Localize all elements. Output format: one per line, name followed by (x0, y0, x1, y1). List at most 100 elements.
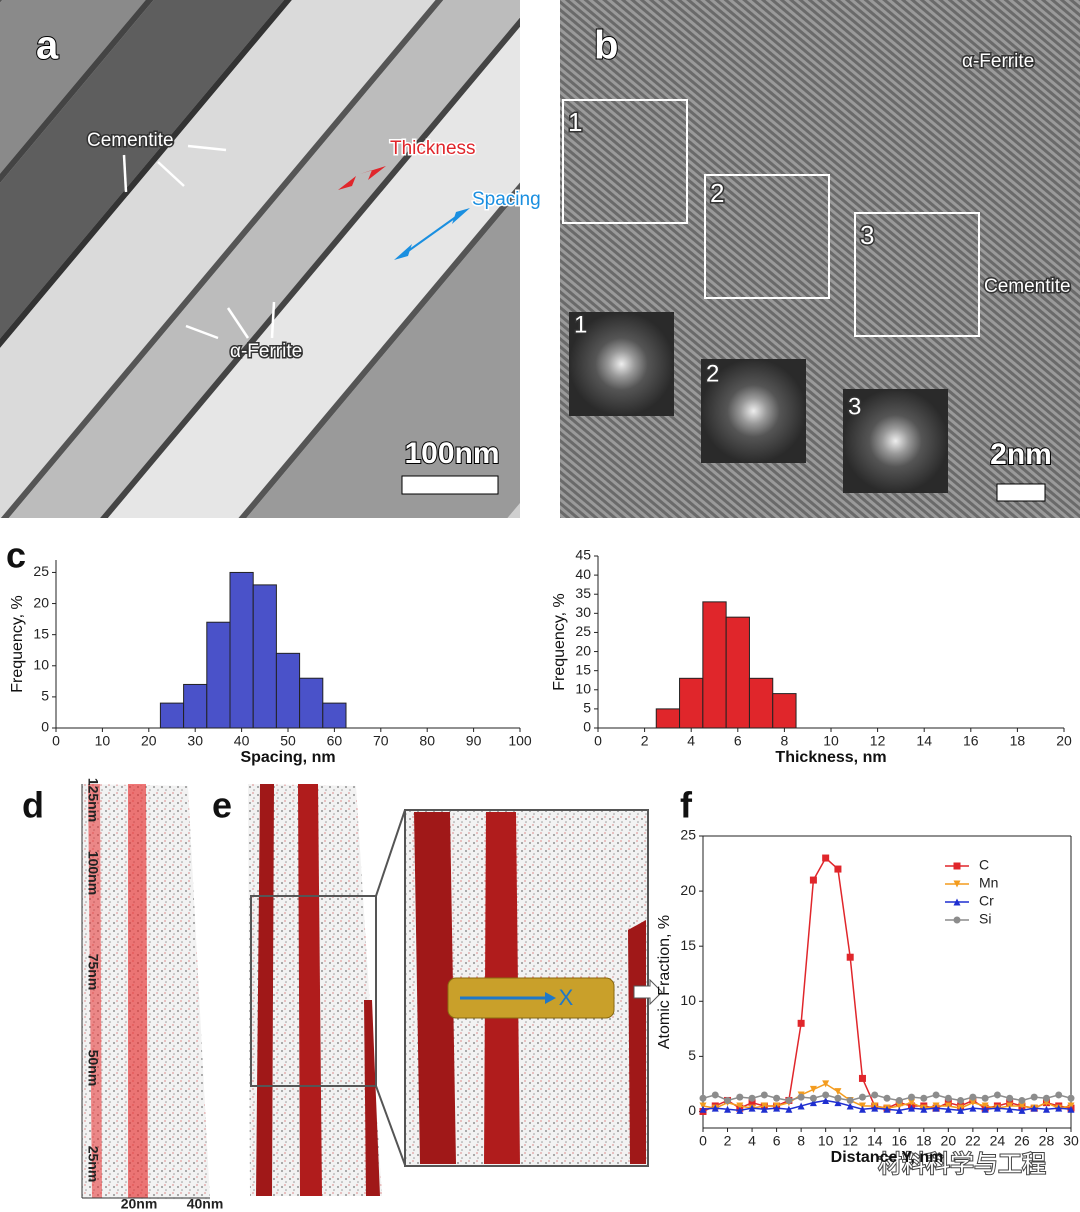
bar (252, 584, 277, 729)
x-tick-label: 80 (419, 733, 435, 749)
fft-inset (843, 389, 948, 493)
fft-inset (701, 359, 806, 463)
x-tick-label: 12 (842, 1133, 858, 1149)
x-tick-label: 2 (724, 1133, 732, 1149)
marker (981, 1105, 989, 1113)
marker (1042, 1105, 1050, 1113)
marker (1018, 1096, 1026, 1104)
marker (748, 1094, 756, 1102)
y-tick-label: 5 (583, 700, 591, 716)
marker (883, 1105, 891, 1113)
marker (834, 1099, 842, 1107)
marker (895, 1102, 903, 1110)
x-tick-label: 60 (327, 733, 343, 749)
marker (809, 1085, 817, 1093)
y-tick-label: 35 (575, 585, 591, 601)
marker (748, 1104, 756, 1112)
y-tick-label: 45 (575, 547, 591, 563)
marker (724, 1096, 732, 1104)
x-tick-label: 18 (916, 1133, 932, 1149)
x-tick-label: 50 (280, 733, 296, 749)
region-boxes (562, 99, 980, 337)
marker (932, 1091, 940, 1099)
marker (736, 1102, 744, 1110)
x-tick-label: 18 (1010, 733, 1026, 749)
marker (724, 1105, 732, 1113)
carbon-layer (88, 784, 102, 1198)
marker (920, 1094, 928, 1102)
y-tick-label: 25 (33, 563, 49, 579)
region-label: 1 (568, 107, 582, 137)
panel-label: d (22, 785, 44, 826)
x-tick-label: 10 (823, 733, 839, 749)
marker (711, 1091, 719, 1099)
scale-bar-label: 100nm (404, 437, 499, 470)
marker (908, 1104, 916, 1112)
bar (655, 708, 681, 729)
marker (797, 1019, 805, 1027)
panel-label: f (680, 785, 693, 826)
marker (1042, 1094, 1050, 1102)
axis-label: 50nm (85, 1050, 101, 1087)
marker (953, 916, 961, 924)
marker (1006, 1105, 1014, 1113)
x-tick-label: 12 (870, 733, 886, 749)
x-tick-label: 22 (965, 1133, 981, 1149)
marker (809, 1099, 817, 1107)
hrtem-image (560, 0, 1080, 518)
axis-label: 20nm (121, 1196, 158, 1212)
marker (1030, 1093, 1038, 1101)
x-tick-label: 4 (748, 1133, 756, 1149)
legend-label: Mn (979, 875, 998, 891)
marker (908, 1099, 916, 1107)
carbon-layer (414, 812, 456, 1164)
marker (1067, 1105, 1075, 1113)
x-tick-label: 20 (941, 1133, 957, 1149)
zoom-box (250, 895, 377, 1087)
x-tick-label: 30 (187, 733, 203, 749)
phase-label: Cementite (984, 276, 1071, 297)
marker (981, 1094, 989, 1102)
x-tick-label: 0 (699, 1133, 707, 1149)
carbon-layer (128, 784, 148, 1198)
y-tick-label: 5 (688, 1047, 696, 1063)
x-axis-label: Thickness, nm (775, 749, 886, 766)
link-arrow (633, 978, 663, 1006)
watermark: 材料科学与工程 (878, 1150, 1046, 1178)
x-tick-label: 10 (95, 733, 111, 749)
marker (699, 1105, 707, 1113)
x-tick-label: 4 (687, 733, 695, 749)
marker (822, 1080, 830, 1088)
marker (1055, 1091, 1063, 1099)
marker (944, 1105, 952, 1113)
marker (797, 1093, 805, 1101)
panel-label: a (36, 24, 59, 68)
marker (834, 865, 842, 873)
fft-label: 2 (706, 360, 719, 387)
x-tick-label: 16 (963, 733, 979, 749)
marker (895, 1096, 903, 1104)
x-tick-label: 8 (797, 1133, 805, 1149)
y-axis-label: Frequency, % (9, 595, 26, 693)
x-tick-label: 26 (1014, 1133, 1030, 1149)
bar (702, 601, 727, 729)
y-tick-label: 40 (575, 566, 591, 582)
axis-label: 125nm (85, 778, 101, 822)
axis-label: 75nm (85, 954, 101, 991)
marker (957, 1106, 965, 1114)
marker (858, 1105, 866, 1113)
x-tick-label: 20 (1056, 733, 1072, 749)
marker (809, 1094, 817, 1102)
x-tick-label: 16 (891, 1133, 907, 1149)
x-tick-label: 10 (818, 1133, 834, 1149)
marker (699, 1094, 707, 1102)
y-tick-label: 20 (575, 642, 591, 658)
y-tick-label: 30 (575, 604, 591, 620)
marker (858, 1093, 866, 1101)
bar (229, 571, 254, 729)
marker (846, 953, 854, 961)
bar (183, 683, 208, 729)
y-tick-label: 25 (575, 623, 591, 639)
legend-label: C (979, 857, 989, 873)
